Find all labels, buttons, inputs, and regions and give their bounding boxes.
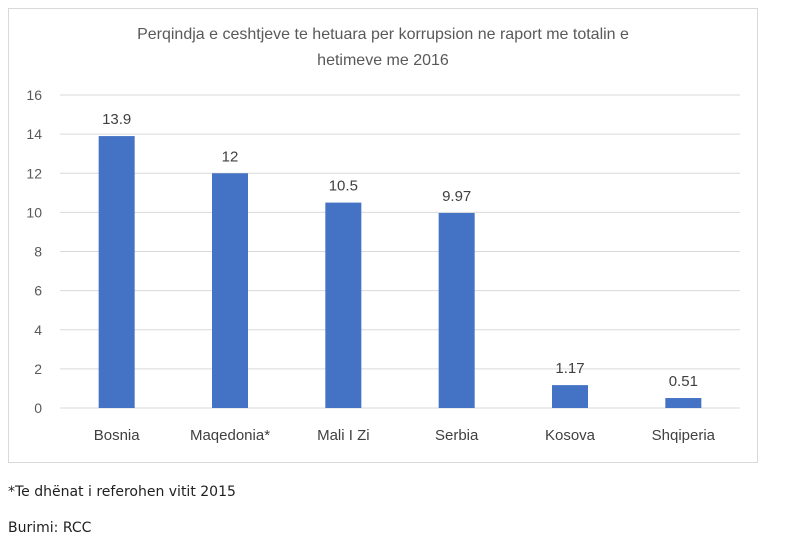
y-tick-label: 0 — [34, 400, 42, 416]
data-label: 1.17 — [555, 360, 584, 377]
data-label: 12 — [222, 148, 239, 165]
bar — [98, 136, 135, 409]
y-tick-label: 6 — [34, 283, 42, 299]
gridlines — [60, 94, 740, 409]
data-label: 9.97 — [442, 188, 471, 205]
x-tick-label: Shqiperia — [652, 427, 716, 444]
y-tick-label: 14 — [26, 126, 42, 142]
source-note: Burimi: RCC — [8, 520, 92, 536]
y-tick-label: 12 — [26, 165, 42, 181]
y-axis-ticks: 0 2 4 6 8 10 12 14 16 — [26, 87, 42, 416]
x-tick-label: Mali I Zi — [317, 427, 370, 444]
bars — [98, 136, 702, 409]
chart-title: Perqindja e ceshtjeve te hetuara per kor… — [8, 22, 758, 74]
bar — [438, 212, 475, 408]
bar — [552, 385, 588, 408]
data-label: 10.5 — [329, 178, 358, 195]
y-tick-label: 16 — [26, 87, 42, 103]
chart-title-line-1: Perqindja e ceshtjeve te hetuara per kor… — [137, 26, 629, 43]
data-label: 13.9 — [102, 111, 131, 128]
footnote: *Te dhënat i referohen vitit 2015 — [8, 484, 236, 500]
x-tick-label: Serbia — [435, 427, 479, 444]
bar — [665, 398, 702, 408]
data-label: 0.51 — [669, 373, 698, 390]
x-axis-ticks: Bosnia Maqedonia* Mali I Zi Serbia Kosova Shq… — [94, 427, 716, 444]
y-tick-label: 2 — [34, 361, 42, 377]
x-tick-label: Maqedonia* — [190, 427, 270, 444]
bar — [325, 202, 362, 408]
bar — [212, 173, 248, 408]
x-tick-label: Kosova — [545, 427, 596, 444]
data-labels: 13.9 12 10.5 9.97 1.17 0.51 — [102, 111, 698, 390]
x-tick-label: Bosnia — [94, 427, 141, 444]
y-tick-label: 8 — [34, 244, 42, 260]
chart-title-line-2: hetimeve me 2016 — [317, 52, 449, 69]
y-tick-label: 10 — [26, 204, 42, 220]
y-tick-label: 4 — [34, 322, 42, 338]
bar-chart: 0 2 4 6 8 10 12 14 16 13.9 12 10.5 9.97 1.17 0.51 Bos… — [26, 87, 740, 444]
